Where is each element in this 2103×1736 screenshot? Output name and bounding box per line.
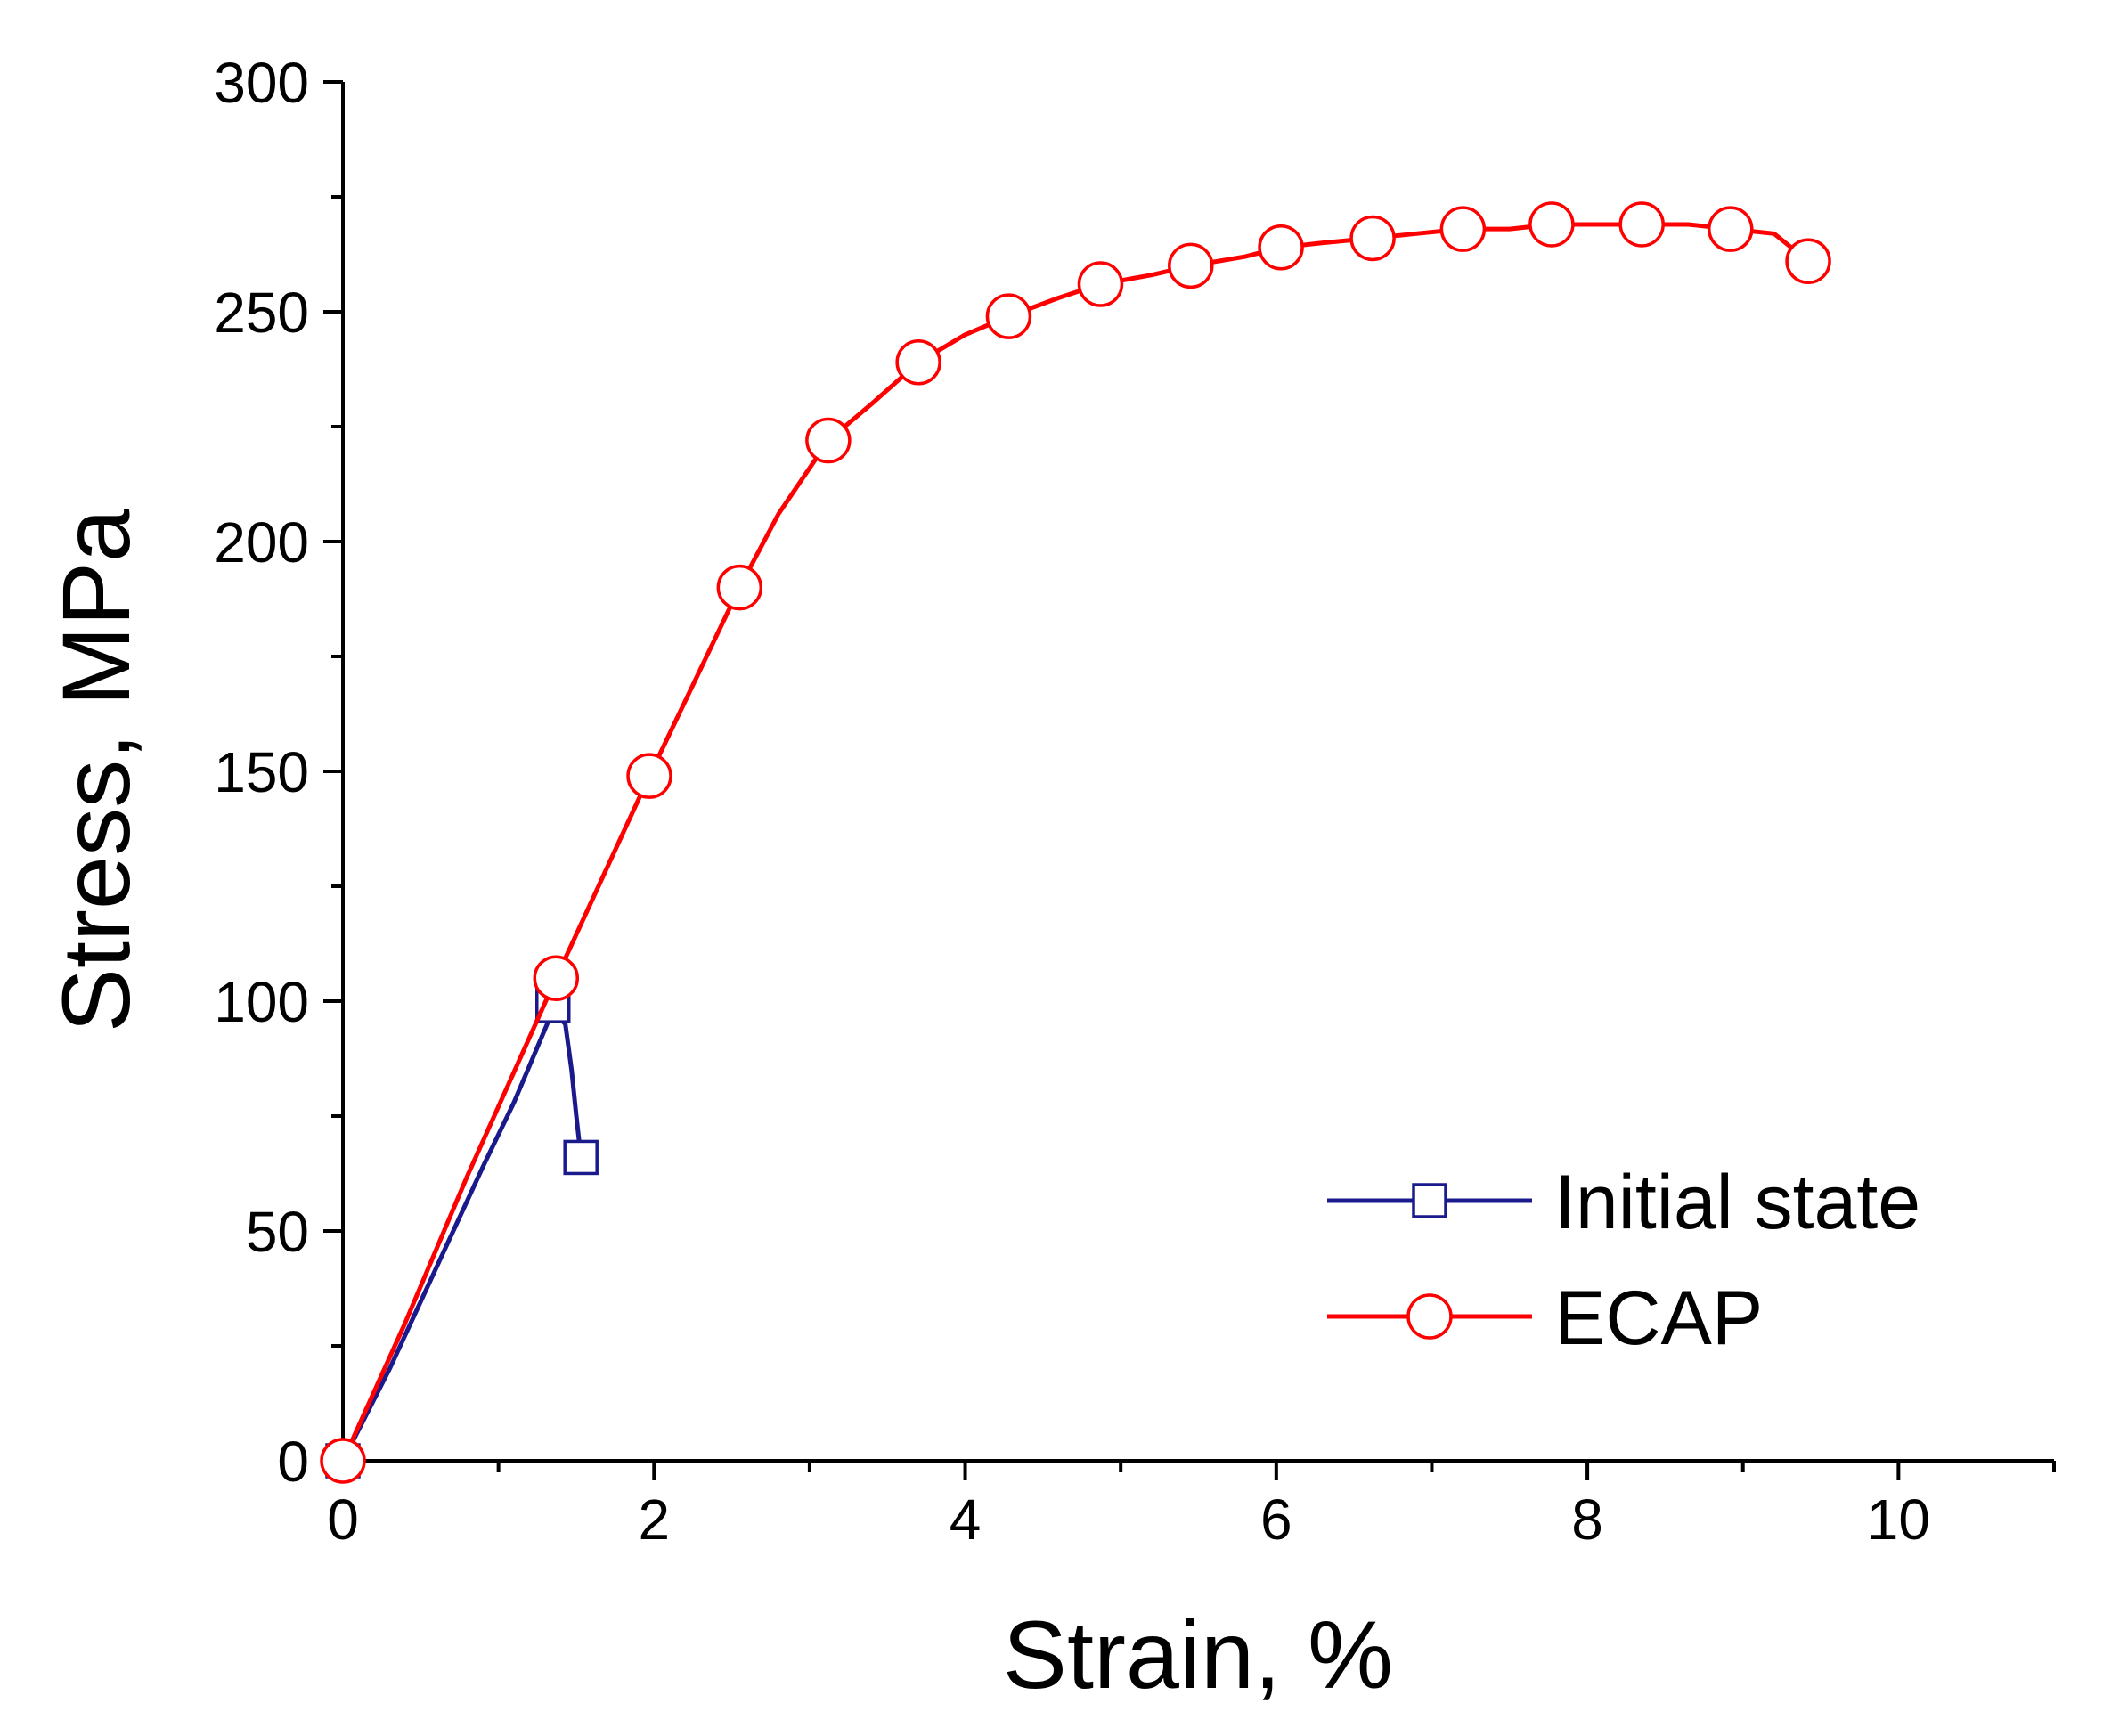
ecap-marker bbox=[1349, 215, 1396, 262]
y-tick-label: 250 bbox=[214, 281, 309, 345]
axes bbox=[341, 82, 2054, 1463]
legend-marker-initial-state bbox=[1412, 1183, 1447, 1218]
y-tick-label: 300 bbox=[214, 51, 309, 115]
ecap-marker bbox=[985, 293, 1032, 339]
initial-state-line bbox=[340, 1007, 583, 1463]
y-tick-label: 0 bbox=[277, 1430, 309, 1494]
ecap-marker bbox=[895, 339, 941, 386]
y-tick-label: 50 bbox=[246, 1200, 309, 1264]
legend-label-ecap: ECAP bbox=[1554, 1276, 1763, 1361]
series-layer bbox=[320, 201, 1831, 1484]
ecap-marker bbox=[1258, 224, 1304, 271]
ecap-marker bbox=[1618, 201, 1665, 248]
ecap-marker bbox=[1528, 201, 1575, 248]
ecap-marker bbox=[320, 1438, 366, 1484]
ecap-marker bbox=[1168, 242, 1214, 289]
ecap-marker bbox=[1077, 261, 1124, 307]
ecap-marker bbox=[626, 753, 672, 799]
x-axis-title: Strain, % bbox=[1003, 1601, 1393, 1708]
ecap-marker bbox=[805, 417, 852, 464]
y-axis-title: Stress, MPa bbox=[42, 508, 150, 1032]
ecap-marker bbox=[1785, 238, 1831, 284]
ecap-marker bbox=[533, 955, 580, 1001]
ecap-series bbox=[320, 201, 1831, 1484]
x-tick-label: 2 bbox=[638, 1487, 670, 1552]
legend-item-ecap: ECAP bbox=[1327, 1276, 1763, 1361]
legend: Initial state ECAP bbox=[1327, 1160, 1920, 1361]
legend-item-initial-state: Initial state bbox=[1327, 1160, 1920, 1245]
initial-state-marker bbox=[563, 1139, 599, 1176]
y-tick-label: 200 bbox=[214, 510, 309, 575]
legend-label-initial-state: Initial state bbox=[1554, 1160, 1920, 1245]
y-tick-label: 150 bbox=[214, 740, 309, 804]
x-tick-label: 6 bbox=[1260, 1487, 1292, 1552]
x-tick-label: 4 bbox=[950, 1487, 982, 1552]
x-tick-label: 8 bbox=[1571, 1487, 1603, 1552]
ecap-marker bbox=[716, 564, 763, 611]
x-tick-label: 0 bbox=[327, 1487, 359, 1552]
legend-marker-ecap bbox=[1406, 1293, 1453, 1340]
ecap-marker bbox=[1439, 206, 1487, 252]
x-tick-label: 10 bbox=[1867, 1487, 1930, 1552]
ecap-marker bbox=[1708, 206, 1754, 252]
y-tick-label: 100 bbox=[214, 970, 309, 1034]
